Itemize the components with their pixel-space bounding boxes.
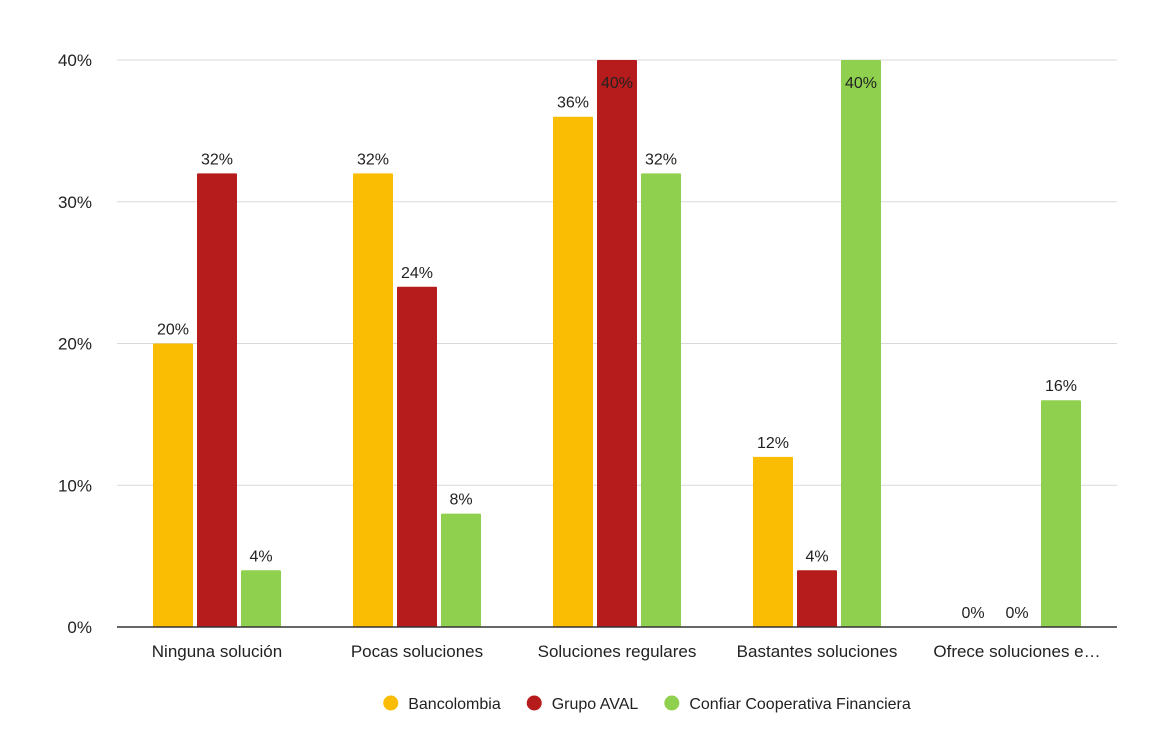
data-label: 4% [805, 548, 828, 565]
x-axis: Ninguna solución Pocas soluciones Solucion… [117, 626, 1117, 661]
legend: Bancolombia Grupo AVAL Confiar Cooperativa… [383, 695, 911, 713]
bar [353, 173, 393, 627]
data-label: 4% [249, 548, 272, 565]
bar [1041, 400, 1081, 627]
legend-label: Bancolombia [408, 696, 501, 713]
data-label: 20% [157, 322, 189, 339]
bar [597, 60, 637, 627]
bar [241, 570, 281, 627]
legend-item: Grupo AVAL [526, 695, 639, 713]
legend-label: Confiar Cooperativa Financiera [689, 696, 911, 713]
bar [841, 60, 881, 627]
y-axis: 0% 10% 20% 30% 40% [58, 51, 92, 637]
y-tick-label: 0% [67, 618, 92, 637]
data-label: 32% [645, 151, 677, 168]
x-tick-label: Pocas soluciones [351, 642, 483, 661]
bar [797, 570, 837, 627]
data-label: 12% [757, 435, 789, 452]
data-label: 40% [601, 75, 633, 92]
legend-swatch [664, 695, 680, 711]
bar [153, 343, 193, 627]
y-tick-label: 10% [58, 476, 92, 495]
data-label: 32% [357, 151, 389, 168]
legend-item: Bancolombia [383, 695, 501, 713]
legend-swatch [526, 695, 542, 711]
y-tick-label: 20% [58, 335, 92, 354]
data-label: 16% [1045, 378, 1077, 395]
bar [397, 286, 437, 627]
data-label: 36% [557, 95, 589, 112]
legend-swatch [383, 695, 399, 711]
legend-item: Confiar Cooperativa Financiera [664, 695, 911, 713]
bar [641, 173, 681, 627]
data-label: 40% [845, 75, 877, 92]
x-tick-label: Bastantes soluciones [737, 642, 898, 661]
y-tick-label: 40% [58, 51, 92, 70]
bar [441, 513, 481, 627]
data-label: 0% [1005, 605, 1028, 622]
bar [197, 173, 237, 627]
data-labels: 20% 32% 4% 32% 24% 8% 36% 40% 32% 12% 4% 40% 0% 0% 16% [157, 75, 1077, 622]
bar [753, 456, 793, 627]
x-tick-label: Ninguna solución [152, 642, 282, 661]
y-tick-label: 30% [58, 193, 92, 212]
legend-label: Grupo AVAL [552, 696, 639, 713]
x-tick-label: Ofrece soluciones e… [933, 642, 1100, 661]
data-label: 24% [401, 265, 433, 282]
x-tick-label: Soluciones regulares [538, 642, 697, 661]
data-label: 0% [961, 605, 984, 622]
data-label: 32% [201, 151, 233, 168]
data-label: 8% [449, 492, 472, 509]
bar [553, 116, 593, 627]
bars [153, 60, 1081, 627]
